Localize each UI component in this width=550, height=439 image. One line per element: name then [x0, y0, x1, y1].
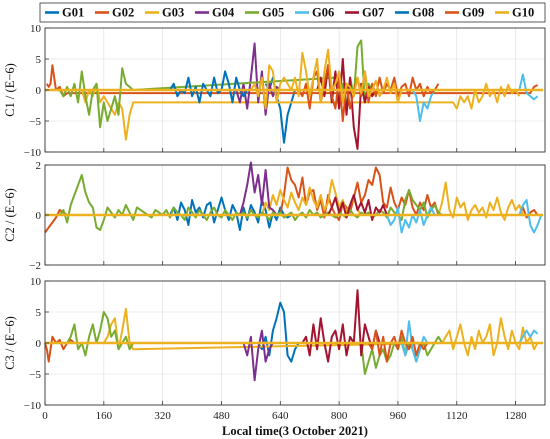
y-tick-label: −2 [29, 260, 41, 272]
x-tick-label: 800 [331, 410, 348, 422]
series-line-g07 [301, 289, 384, 363]
x-tick-label: 1120 [446, 410, 468, 422]
y-axis-label: C2 / (E−6) [3, 188, 17, 242]
series-lines [44, 161, 543, 234]
y-tick-label: 10 [30, 276, 42, 288]
panel-2: 2 0 −2 C2 / (E−6) [3, 160, 546, 272]
x-tick-label: 1280 [505, 410, 528, 422]
legend-label-g10: G10 [512, 6, 534, 20]
series-line-g07 [327, 194, 388, 221]
legend-label-g09: G09 [462, 6, 484, 20]
legend-label-g02: G02 [112, 6, 134, 20]
series-line-g06 [400, 320, 539, 363]
legend-box [39, 2, 546, 23]
x-tick-label: 960 [390, 410, 407, 422]
series-line-g01 [257, 301, 300, 363]
y-tick-label: 5 [36, 54, 42, 66]
panel-1: 10 5 0 −5 −10 C1 / (E−6) [3, 23, 546, 159]
y-axis-label: C1 / (E−6) [3, 63, 17, 117]
series-line-g04 [238, 161, 278, 216]
y-tick-label: 0 [36, 85, 42, 97]
y-tick-label: −5 [29, 116, 41, 128]
legend-label-g01: G01 [62, 6, 84, 20]
legend-label-g08: G08 [412, 6, 434, 20]
legend-label-g06: G06 [312, 6, 334, 20]
legend-label-g05: G05 [262, 6, 284, 20]
y-tick-label: 10 [30, 23, 42, 35]
legend: G01 G02 G03 G04 G05 G06 G07 G08 G09 G10 [39, 2, 546, 23]
x-tick-label: 480 [213, 410, 230, 422]
series-line-g02 [44, 166, 539, 234]
y-tick-label: 5 [36, 307, 42, 319]
series-line-g03 [80, 82, 521, 141]
y-tick-label: 0 [36, 338, 42, 350]
x-tick-label: 0 [42, 410, 48, 422]
y-tick-label: −10 [24, 400, 42, 412]
series-line-g02 [45, 64, 539, 98]
y-tick-label: −5 [29, 369, 41, 381]
y-tick-label: 0 [36, 210, 42, 222]
y-axis-label: C3 / (E−6) [3, 316, 17, 370]
legend-label-g04: G04 [212, 6, 235, 20]
x-tick-label: 160 [96, 410, 113, 422]
y-tick-label: −10 [24, 147, 42, 159]
series-line-g01 [169, 196, 292, 231]
y-tick-label: 2 [36, 160, 42, 172]
x-tick-label: 320 [154, 410, 171, 422]
x-axis-label: Local time(3 October 2021) [222, 424, 368, 438]
legend-label-g07: G07 [362, 6, 384, 20]
x-tick-label: 640 [272, 410, 289, 422]
panel-3: 10 5 0 −5 −10 C3 / (E−6) 0 160 320 480 640 800 960 11… [3, 276, 546, 438]
legend-label-g03: G03 [162, 6, 184, 20]
series-line-g10 [250, 48, 403, 110]
series-line-g04 [242, 329, 274, 382]
